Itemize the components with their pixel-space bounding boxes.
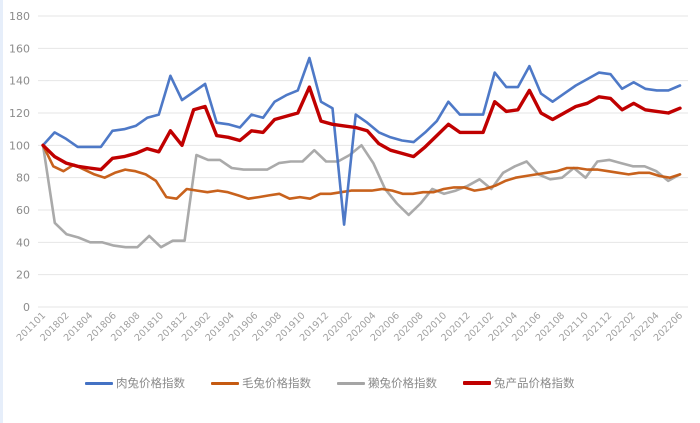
- gridlines: [38, 15, 688, 308]
- y-tick-label: 20: [16, 269, 30, 282]
- legend-item-rabbit-products[interactable]: 兔产品价格指数: [463, 375, 575, 391]
- y-tick-label: 80: [16, 172, 30, 185]
- legend-swatch-rabbit-products: [463, 381, 491, 385]
- x-axis-ticks: 2011012018022018042018062018082018102018…: [15, 310, 685, 343]
- y-tick-label: 100: [9, 139, 30, 152]
- legend-label-rex-rabbit: 獭兔价格指数: [368, 376, 437, 390]
- legend-item-wool-rabbit[interactable]: 毛兔价格指数: [211, 375, 311, 391]
- legend-swatch-meat-rabbit: [85, 381, 113, 385]
- legend-swatch-wool-rabbit: [211, 381, 239, 385]
- y-tick-label: 120: [9, 107, 30, 120]
- series-line[interactable]: [41, 85, 682, 172]
- y-tick-label: 160: [9, 42, 30, 55]
- line-chart-canvas: 0 20 40 60 80 100 120 140 160 180 201101201802201…: [9, 10, 688, 344]
- y-tick-label: 0: [23, 301, 30, 314]
- y-tick-label: 180: [9, 10, 30, 23]
- legend-label-rabbit-products: 兔产品价格指数: [494, 376, 575, 390]
- series-lines: [41, 56, 682, 249]
- y-tick-label: 140: [9, 75, 30, 88]
- legend-label-meat-rabbit: 肉兔价格指数: [116, 376, 185, 390]
- series-line[interactable]: [41, 56, 682, 226]
- legend-item-rex-rabbit[interactable]: 獭兔价格指数: [337, 375, 437, 391]
- y-tick-label: 60: [16, 204, 30, 217]
- y-tick-label: 40: [16, 236, 30, 249]
- legend-label-wool-rabbit: 毛兔价格指数: [242, 376, 311, 390]
- legend-item-meat-rabbit[interactable]: 肉兔价格指数: [85, 375, 185, 391]
- series-line[interactable]: [41, 144, 682, 200]
- series-line[interactable]: [41, 144, 682, 249]
- legend-swatch-rex-rabbit: [337, 381, 365, 385]
- chart-legend: 肉兔价格指数 毛兔价格指数 獭兔价格指数 兔产品价格指数: [85, 375, 645, 391]
- y-axis-ticks: 0 20 40 60 80 100 120 140 160 180: [9, 10, 30, 314]
